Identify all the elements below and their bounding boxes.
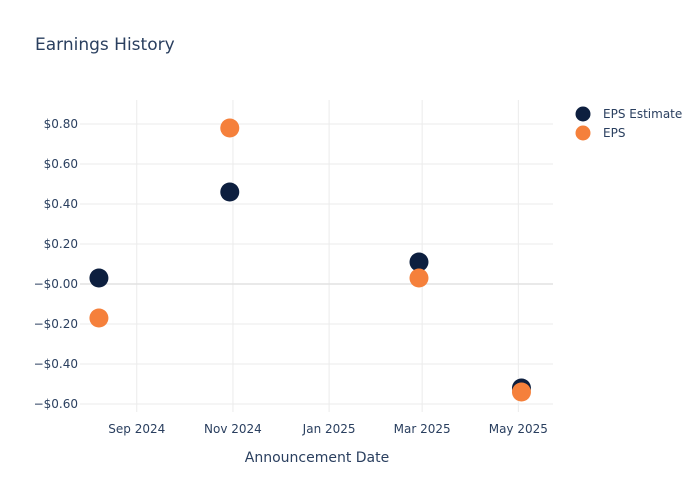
series-0-point[interactable] xyxy=(409,252,429,272)
points-layer xyxy=(89,118,531,402)
series-1-point[interactable] xyxy=(220,118,240,138)
x-tick-label: Jan 2025 xyxy=(302,422,356,436)
y-tick-label: −$0.20 xyxy=(34,317,78,331)
grid-layer xyxy=(80,100,553,412)
legend-label[interactable]: EPS xyxy=(603,126,625,140)
x-tick-label: Nov 2024 xyxy=(204,422,262,436)
legend-marker[interactable] xyxy=(575,106,591,122)
y-tick-label: $0.40 xyxy=(44,197,78,211)
series-1-point[interactable] xyxy=(409,268,429,288)
x-tick-label: Mar 2025 xyxy=(394,422,451,436)
y-tick-label: −$0.40 xyxy=(34,357,78,371)
legend[interactable]: EPS Estimate EPS xyxy=(575,106,683,141)
legend-label[interactable]: EPS Estimate xyxy=(603,107,682,121)
x-tick-label: Sep 2024 xyxy=(108,422,165,436)
chart-title: Earnings History xyxy=(35,35,175,55)
axis-layer: Sep 2024 Nov 2024 Jan 2025 Mar 2025 May 2025… xyxy=(34,117,548,436)
y-tick-label: $0.20 xyxy=(44,237,78,251)
y-tick-label: −$0.60 xyxy=(34,397,78,411)
legend-marker[interactable] xyxy=(575,125,591,141)
series-0-point[interactable] xyxy=(89,268,109,288)
x-tick-label: May 2025 xyxy=(489,422,548,436)
series-0-point[interactable] xyxy=(220,182,240,202)
y-tick-label: $0.80 xyxy=(44,117,78,131)
x-axis-title: Announcement Date xyxy=(245,450,389,466)
series-1-point[interactable] xyxy=(89,308,109,328)
y-tick-label: $0.60 xyxy=(44,157,78,171)
series-1-point[interactable] xyxy=(511,382,531,402)
y-tick-label: −$0.00 xyxy=(34,277,78,291)
